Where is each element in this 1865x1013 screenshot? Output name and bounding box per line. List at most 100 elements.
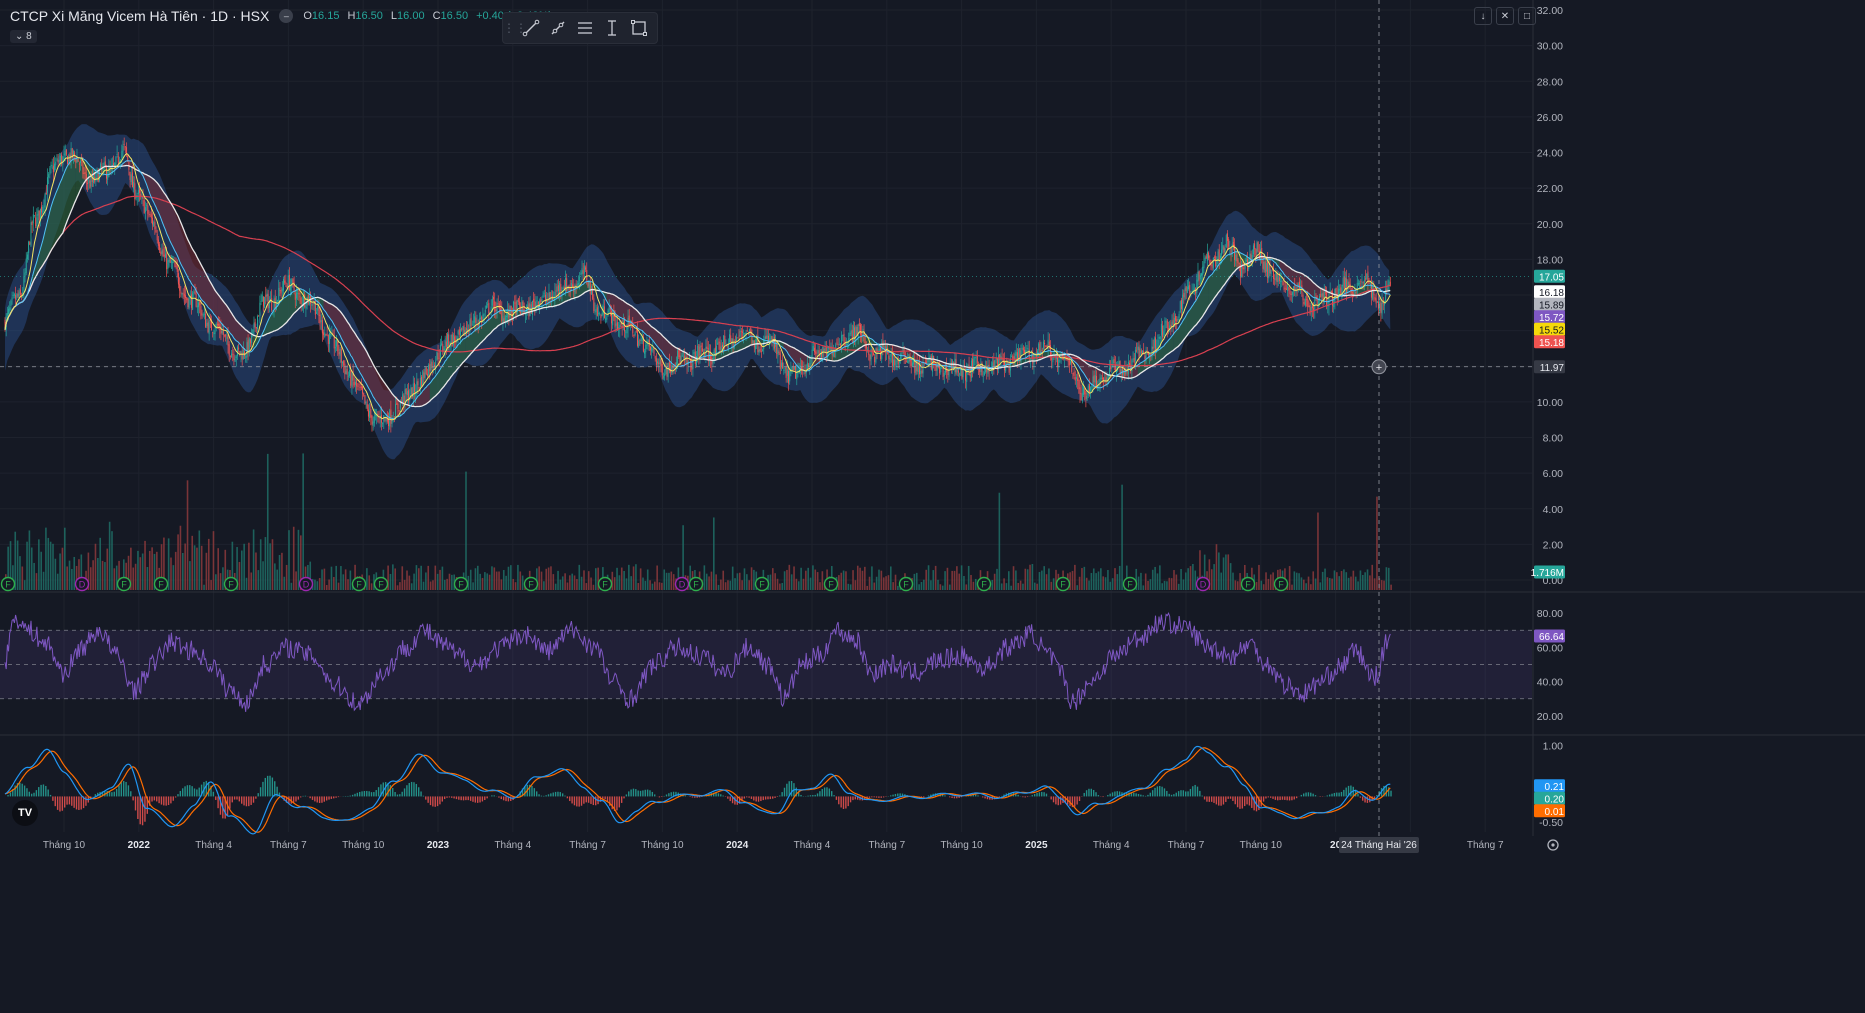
- candle-body: [478, 318, 480, 325]
- macd-histogram-bar: [592, 796, 595, 806]
- candle-body: [999, 354, 1001, 360]
- macd-histogram-bar: [854, 796, 856, 800]
- collapse-pane-icon[interactable]: ✕: [1496, 7, 1514, 25]
- macd-histogram-bar: [1156, 786, 1159, 797]
- candle-body: [1260, 249, 1262, 261]
- macd-histogram-bar: [318, 796, 321, 803]
- time-tick-label: Tháng 7: [1467, 840, 1504, 851]
- rectangle-icon[interactable]: [625, 13, 652, 43]
- volume-bar: [554, 583, 557, 590]
- macd-histogram-bar: [401, 791, 403, 797]
- text-cursor-icon[interactable]: [598, 13, 625, 43]
- parallel-channel-icon[interactable]: [571, 13, 598, 43]
- candle-body: [1270, 269, 1272, 274]
- candle-body: [314, 300, 316, 315]
- maximize-pane-icon[interactable]: □: [1518, 7, 1536, 25]
- volume-bar: [191, 535, 194, 590]
- candle-body: [493, 297, 495, 300]
- macd-badge-bg: [1534, 779, 1565, 793]
- volume-bar: [401, 566, 404, 590]
- candle-body: [956, 368, 958, 373]
- macd-histogram-bar: [368, 791, 370, 797]
- candle-body: [285, 282, 287, 284]
- macd-histogram-bar: [73, 796, 75, 808]
- macd-histogram-bar: [561, 793, 564, 797]
- candle-body: [983, 372, 985, 376]
- volume-bar: [1185, 572, 1187, 590]
- volume-bar: [868, 576, 871, 590]
- candle-body: [1267, 260, 1269, 278]
- drag-handle-icon[interactable]: ⋮⋮: [503, 21, 527, 35]
- macd-histogram-bar: [658, 796, 661, 798]
- settings-gear-icon[interactable]: [1547, 839, 1559, 851]
- macd-histogram-bar: [106, 790, 108, 797]
- candle-body: [845, 342, 847, 346]
- candle-body: [596, 307, 598, 316]
- candle-body: [45, 192, 47, 195]
- candle-body: [652, 348, 654, 350]
- volume-bar: [1038, 572, 1041, 590]
- candle-body: [403, 395, 405, 404]
- candle-body: [861, 332, 863, 338]
- volume-bar: [231, 541, 234, 590]
- macd-histogram-bar: [1373, 796, 1376, 799]
- add-alert-icon[interactable]: +: [1371, 359, 1387, 375]
- macd-histogram-bar: [144, 796, 146, 822]
- macd-histogram-bar: [94, 794, 97, 797]
- indicators-collapse-button[interactable]: ⌄ 8: [10, 30, 37, 43]
- candle-body: [1132, 358, 1134, 360]
- time-axis[interactable]: Tháng 10 2022 Tháng 4 Tháng 7 Tháng 10 2023 Th…: [43, 837, 1559, 853]
- minus-icon[interactable]: –: [279, 9, 294, 23]
- candle-body: [640, 339, 642, 341]
- ray-icon[interactable]: [544, 13, 571, 43]
- symbol-title[interactable]: CTCP Xi Măng Vicem Hà Tiên · 1D · HSX: [10, 8, 270, 24]
- macd-histogram-bar: [986, 796, 989, 800]
- volume-bar: [108, 521, 111, 590]
- volume-bar: [918, 584, 920, 590]
- candle-body: [443, 348, 445, 353]
- volume-bar: [592, 584, 595, 590]
- macd-histogram-bar: [807, 795, 809, 797]
- price-tick-label: 6.00: [1543, 468, 1564, 480]
- candle-body: [1165, 321, 1167, 323]
- move-down-icon[interactable]: ↓: [1474, 7, 1492, 25]
- candle-body: [724, 335, 726, 345]
- tradingview-logo-icon[interactable]: TV: [12, 800, 38, 826]
- price-axis[interactable]: 32.0030.0028.0026.0024.0022.0020.0018.00…: [1531, 5, 1565, 829]
- macd-histogram-bar: [380, 784, 382, 797]
- candle-body: [25, 258, 27, 273]
- candle-body: [95, 171, 97, 181]
- volume-bar: [753, 569, 755, 590]
- candle-body: [148, 214, 150, 216]
- trendline-icon[interactable]: [517, 13, 544, 43]
- volume-bar: [347, 579, 349, 590]
- candle-body: [992, 362, 994, 370]
- macd-histogram-bar: [984, 796, 986, 799]
- candle-body: [1003, 360, 1005, 371]
- candle-body: [944, 366, 946, 373]
- candle-body: [1008, 363, 1010, 373]
- candle-body: [97, 171, 99, 183]
- candle-body: [1294, 286, 1296, 291]
- volume-bar: [946, 567, 949, 590]
- volume-bar: [519, 571, 522, 590]
- candle-body: [75, 158, 77, 163]
- candle-body: [714, 347, 716, 356]
- candle-body: [467, 328, 469, 331]
- candle-body: [1081, 392, 1083, 401]
- volume-bar: [672, 574, 675, 590]
- event-circle: [976, 576, 992, 592]
- candle-body: [1278, 277, 1280, 281]
- candle-body: [490, 306, 492, 312]
- candle-body: [666, 369, 668, 377]
- volume-bar: [1109, 581, 1112, 590]
- volume-bar: [885, 576, 887, 590]
- candle-body: [225, 334, 227, 337]
- macd-histogram-bar: [1163, 788, 1166, 797]
- candle-body: [461, 328, 463, 330]
- volume-bar: [1234, 580, 1237, 590]
- candle-body: [841, 335, 843, 344]
- candle-body: [1175, 316, 1177, 321]
